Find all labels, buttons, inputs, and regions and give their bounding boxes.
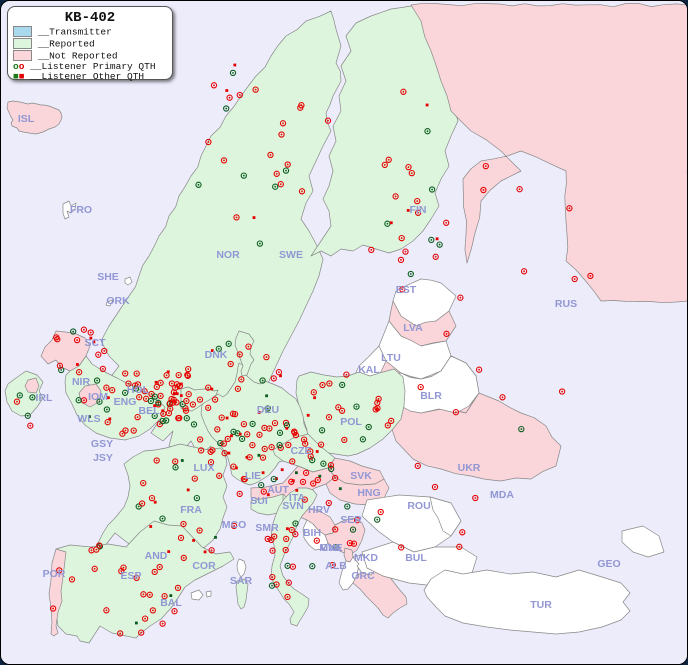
svg-text:UKR: UKR (458, 462, 481, 474)
svg-text:SMR: SMR (255, 522, 279, 534)
svg-text:SER: SER (340, 514, 362, 526)
svg-text:SHE: SHE (97, 271, 119, 283)
svg-text:ENG: ENG (114, 396, 137, 408)
svg-text:MDA: MDA (490, 489, 514, 501)
svg-text:ORK: ORK (106, 295, 130, 307)
svg-text:COR: COR (192, 560, 216, 572)
svg-text:IRL: IRL (36, 392, 54, 404)
svg-text:SAR: SAR (230, 575, 253, 587)
svg-text:DEU: DEU (257, 404, 279, 416)
svg-text:SCT: SCT (85, 337, 107, 349)
svg-text:HNG: HNG (357, 487, 380, 499)
svg-text:LIE: LIE (245, 470, 261, 482)
svg-text:SUI: SUI (250, 495, 268, 507)
svg-text:WLS: WLS (77, 413, 100, 425)
svg-text:LTU: LTU (381, 352, 401, 364)
svg-text:LVA: LVA (403, 322, 423, 334)
svg-text:FRA: FRA (180, 504, 202, 516)
svg-text:ISL: ISL (18, 113, 35, 125)
svg-text:FRO: FRO (70, 204, 92, 216)
svg-text:ESP: ESP (120, 570, 141, 582)
svg-text:POL: POL (340, 416, 362, 428)
svg-text:ITA: ITA (289, 492, 306, 504)
svg-text:NIR: NIR (72, 376, 91, 388)
svg-text:BLR: BLR (420, 390, 442, 402)
svg-text:EST: EST (396, 284, 417, 296)
svg-text:DNK: DNK (205, 349, 228, 361)
svg-text:NOR: NOR (216, 249, 240, 261)
svg-text:CZE: CZE (291, 445, 312, 457)
svg-text:BEL: BEL (139, 405, 161, 417)
svg-text:SWE: SWE (279, 249, 303, 261)
svg-text:BIH: BIH (303, 527, 321, 539)
svg-text:KAL: KAL (358, 364, 380, 376)
svg-text:GSY: GSY (91, 438, 113, 450)
svg-text:LUX: LUX (194, 462, 215, 474)
svg-text:AUT: AUT (267, 484, 289, 496)
svg-text:HRV: HRV (308, 504, 330, 516)
svg-text:ROU: ROU (407, 500, 430, 512)
svg-text:BUL: BUL (405, 552, 427, 564)
svg-text:MCO: MCO (222, 519, 247, 531)
svg-text:GRC: GRC (351, 570, 375, 582)
svg-text:FIN: FIN (410, 204, 427, 216)
svg-text:POR: POR (43, 568, 66, 580)
svg-text:MNE: MNE (319, 542, 342, 554)
svg-text:BAL: BAL (160, 597, 182, 609)
svg-text:GEO: GEO (597, 558, 620, 570)
svg-text:HOL: HOL (127, 384, 150, 396)
svg-text:JSY: JSY (93, 452, 113, 464)
svg-text:AND: AND (145, 550, 168, 562)
svg-text:SVK: SVK (350, 470, 372, 482)
svg-text:TUR: TUR (530, 599, 552, 611)
svg-text:MKD: MKD (354, 552, 378, 564)
svg-text:ALB: ALB (325, 560, 347, 572)
svg-text:RUS: RUS (555, 298, 577, 310)
svg-text:IOM: IOM (88, 391, 108, 403)
